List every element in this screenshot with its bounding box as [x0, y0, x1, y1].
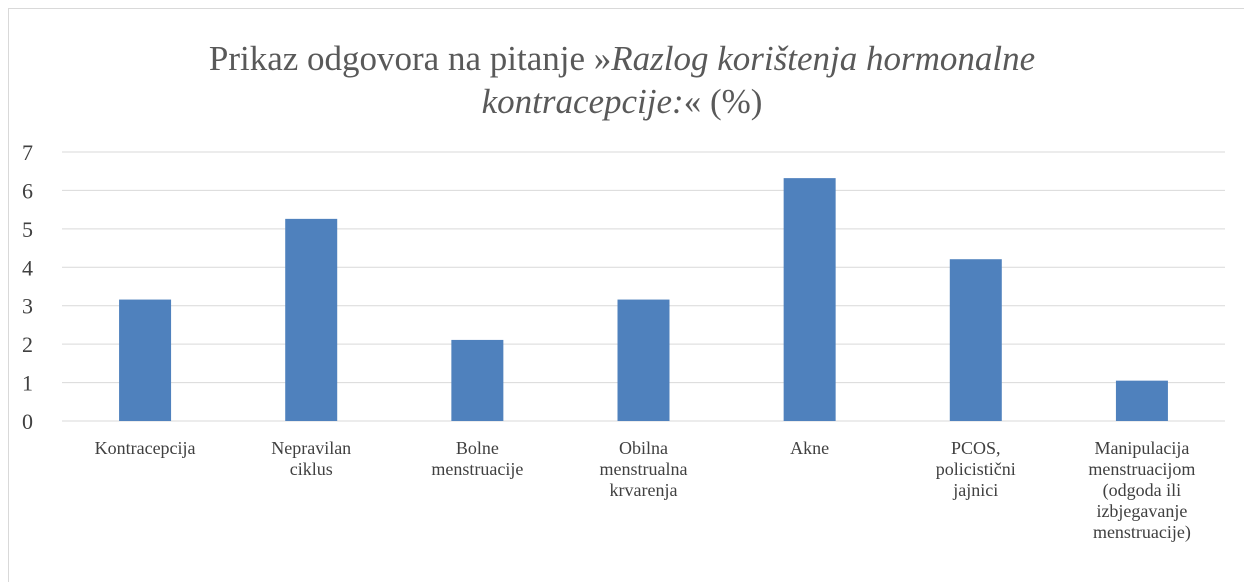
y-tick-label: 0	[22, 409, 33, 434]
title-part: « (%)	[684, 82, 763, 121]
x-tick-line: izbjegavanje	[1096, 501, 1187, 521]
x-tick-label: Akne	[790, 438, 829, 458]
x-tick-line: policistični	[936, 459, 1016, 479]
y-tick-label: 5	[22, 217, 33, 242]
x-tick-line: menstrualna	[600, 459, 688, 479]
bar	[285, 218, 338, 421]
x-tick-line: krvarenja	[610, 480, 678, 500]
x-tick-label: PCOS, policistični jajnici	[936, 438, 1016, 500]
x-tick-line: Obilna	[619, 438, 668, 458]
x-tick-line: Bolne	[456, 438, 499, 458]
x-tick-label: Manipulacija menstruacijom (odgoda ili izbj…	[1088, 438, 1195, 543]
x-tick-label: Nepravilan ciklus	[271, 438, 351, 479]
x-tick-line: menstruacijom	[1088, 459, 1195, 479]
bar	[783, 178, 836, 421]
x-tick-label: Kontracepcija	[95, 438, 196, 458]
title-part: Razlog korištenja hormonalne	[610, 39, 1035, 78]
chart-title: kontracepcije:« (%)	[482, 82, 763, 121]
x-tick-line: Akne	[790, 438, 829, 458]
bar	[1115, 380, 1168, 421]
x-tick-line: Nepravilan	[271, 438, 351, 458]
x-tick-line: (odgoda ili	[1103, 480, 1182, 501]
title-part: Prikaz odgovora na pitanje »	[209, 39, 611, 78]
chart-border	[8, 8, 1244, 582]
x-tick-line: Manipulacija	[1094, 438, 1189, 458]
y-tick-label: 6	[22, 178, 33, 203]
chart-title: Prikaz odgovora na pitanje »Razlog koriš…	[209, 39, 1035, 78]
bar	[451, 339, 504, 421]
y-tick-label: 7	[22, 140, 33, 165]
title-part: kontracepcije:	[482, 82, 684, 121]
bar	[119, 299, 172, 421]
y-tick-label: 3	[22, 294, 33, 319]
x-tick-line: menstruacije)	[1093, 522, 1191, 543]
bar	[617, 299, 670, 421]
x-tick-label: Bolne menstruacije	[431, 438, 523, 479]
y-tick-label: 4	[22, 255, 33, 280]
x-tick-line: ciklus	[290, 459, 333, 479]
bar	[949, 259, 1002, 421]
x-tick-line: jajnici	[952, 480, 998, 500]
x-tick-label: Obilna menstrualna krvarenja	[600, 438, 688, 500]
x-tick-line: PCOS,	[951, 438, 1001, 458]
y-tick-label: 1	[22, 371, 33, 396]
y-tick-label: 2	[22, 332, 33, 357]
x-tick-line: menstruacije	[431, 459, 523, 479]
x-tick-line: Kontracepcija	[95, 438, 196, 458]
